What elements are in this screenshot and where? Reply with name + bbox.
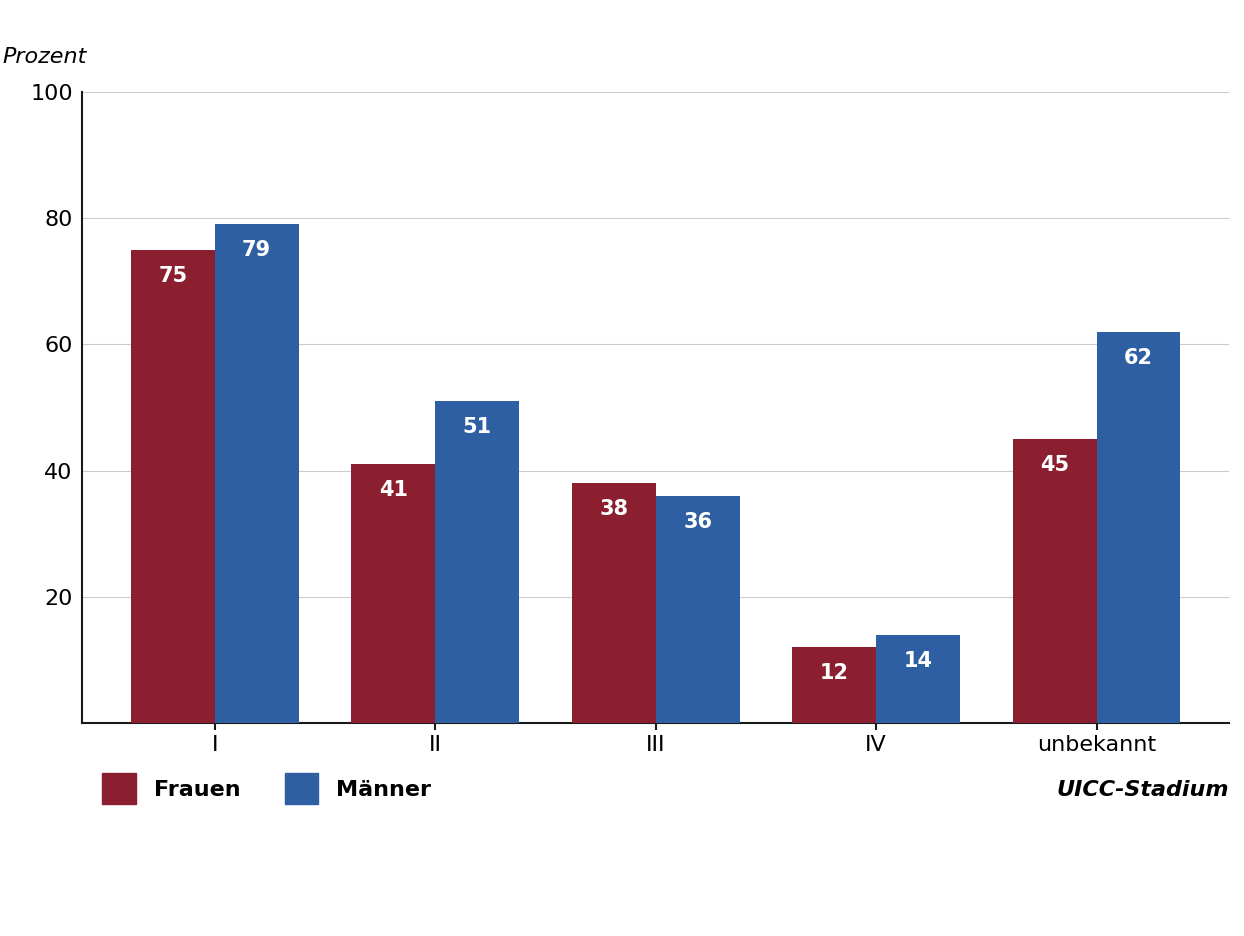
Legend: Frauen, Männer: Frauen, Männer xyxy=(93,764,439,813)
Text: 51: 51 xyxy=(463,417,491,437)
Text: 41: 41 xyxy=(379,480,408,500)
Text: 12: 12 xyxy=(820,664,848,683)
Text: 62: 62 xyxy=(1125,347,1153,368)
Text: 79: 79 xyxy=(243,241,271,260)
Bar xyxy=(352,464,435,724)
Text: 45: 45 xyxy=(1040,455,1070,475)
Bar xyxy=(215,225,299,724)
Bar xyxy=(792,648,876,724)
Bar xyxy=(1097,331,1181,724)
Bar xyxy=(876,635,960,724)
Text: 36: 36 xyxy=(683,512,712,532)
Bar xyxy=(131,250,215,724)
Text: 75: 75 xyxy=(158,266,188,285)
Bar xyxy=(435,402,519,724)
Bar xyxy=(1013,439,1097,724)
Text: UICC-Stadium: UICC-Stadium xyxy=(1056,780,1229,800)
Text: 38: 38 xyxy=(600,499,628,519)
Text: Prozent: Prozent xyxy=(2,47,87,66)
Text: 14: 14 xyxy=(903,651,933,670)
Bar xyxy=(572,483,656,724)
Bar xyxy=(656,496,739,724)
